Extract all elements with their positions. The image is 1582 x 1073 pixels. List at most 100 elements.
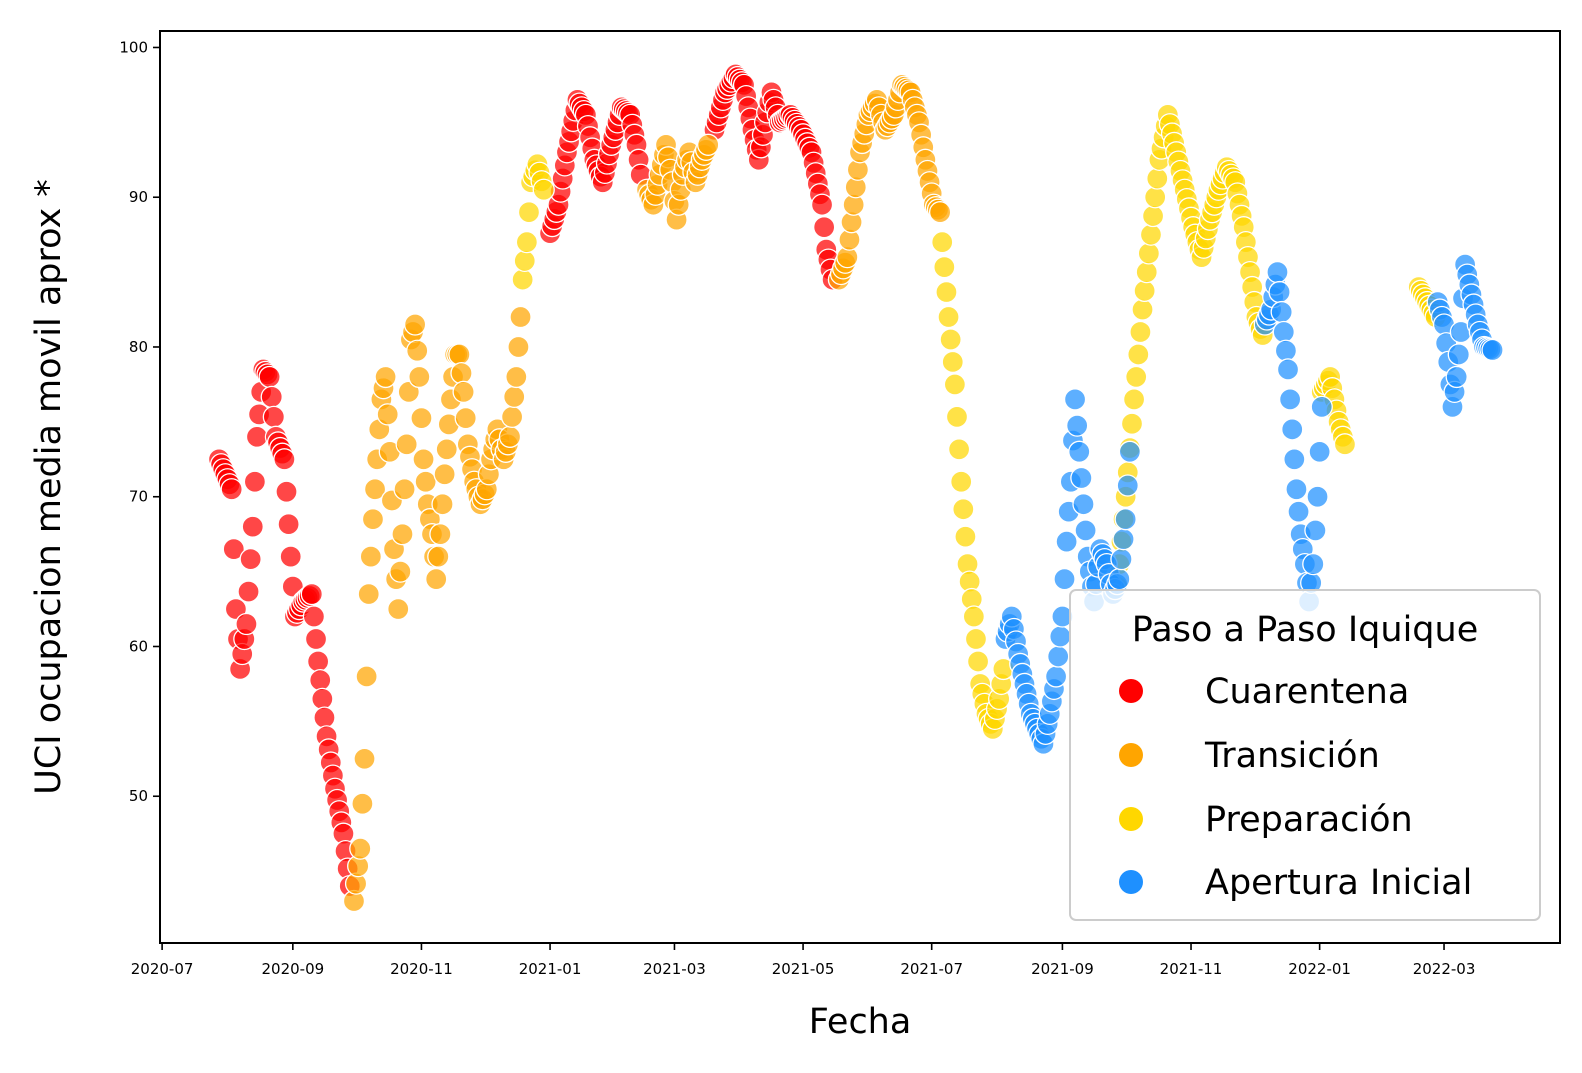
data-point-transici-n <box>351 792 374 815</box>
data-point-transici-n <box>505 365 528 389</box>
data-point-apertura-inicial <box>1272 320 1295 344</box>
data-point-preparaci-n <box>947 438 971 461</box>
data-point-apertura-inicial <box>1287 500 1310 523</box>
data-point-cuarentena <box>245 425 269 448</box>
x-tick-label: 2022-01 <box>1288 960 1351 978</box>
data-point-apertura-inicial <box>1270 300 1293 324</box>
data-point-transici-n <box>450 362 473 385</box>
data-point-cuarentena <box>813 216 836 239</box>
data-point-preparaci-n <box>935 280 958 304</box>
data-point-transici-n <box>387 597 410 621</box>
data-point-apertura-inicial <box>1447 343 1470 366</box>
data-point-apertura-inicial <box>1310 395 1333 419</box>
legend-title: Paso a Paso Iquique <box>1132 610 1478 650</box>
data-point-cuarentena <box>309 669 332 692</box>
data-point-apertura-inicial <box>1308 440 1331 463</box>
data-point-transici-n <box>452 380 475 404</box>
y-tick-label: 90 <box>129 188 148 206</box>
data-point-transici-n <box>395 433 418 456</box>
data-point-preparaci-n <box>933 255 956 279</box>
data-point-transici-n <box>448 343 471 366</box>
data-point-transici-n <box>412 448 435 471</box>
data-point-apertura-inicial <box>1278 388 1302 411</box>
data-point-preparaci-n <box>1141 204 1165 228</box>
data-point-cuarentena <box>810 193 834 216</box>
data-point-preparaci-n <box>1122 388 1146 411</box>
data-point-transici-n <box>389 560 412 583</box>
x-tick-label: 2020-11 <box>390 960 453 978</box>
data-point-apertura-inicial <box>1072 493 1095 516</box>
data-point-transici-n <box>349 837 372 860</box>
data-point-apertura-inicial <box>1108 567 1131 591</box>
data-point-transici-n <box>357 582 380 606</box>
data-point-transici-n <box>393 478 416 501</box>
data-point-cuarentena <box>306 650 330 673</box>
data-point-cuarentena <box>262 405 286 429</box>
data-point-cuarentena <box>302 605 326 628</box>
data-point-apertura-inicial <box>1055 530 1078 553</box>
x-tick-label: 2021-07 <box>900 960 963 978</box>
data-point-cuarentena <box>220 478 243 501</box>
data-point-preparaci-n <box>511 268 534 291</box>
data-point-preparaci-n <box>1120 412 1144 435</box>
data-point-transici-n <box>433 463 456 486</box>
data-point-transici-n <box>454 406 477 430</box>
data-point-apertura-inicial <box>1116 474 1139 497</box>
data-point-preparaci-n <box>1137 242 1161 265</box>
data-point-preparaci-n <box>943 373 967 396</box>
data-point-cuarentena <box>311 687 334 711</box>
x-tick-label: 2021-11 <box>1160 960 1223 978</box>
data-point-cuarentena <box>237 580 260 603</box>
data-point-preparaci-n <box>941 350 964 374</box>
data-point-transici-n <box>435 438 458 461</box>
legend-marker-transicion <box>1119 743 1143 767</box>
data-point-transici-n <box>374 365 397 389</box>
data-point-cuarentena <box>222 537 245 561</box>
data-point-preparaci-n <box>517 201 541 224</box>
data-point-transici-n <box>427 545 450 568</box>
legend: Paso a Paso Iquique Cuarentena Transició… <box>1069 589 1541 921</box>
data-point-transici-n <box>355 665 378 688</box>
legend-marker-preparacion <box>1119 807 1143 831</box>
data-point-preparaci-n <box>1333 433 1357 456</box>
data-point-apertura-inicial <box>1070 466 1093 490</box>
data-point-apertura-inicial <box>1063 388 1087 411</box>
data-point-cuarentena <box>313 706 336 729</box>
x-tick-label: 2021-01 <box>519 960 582 978</box>
legend-label-apertura-inicial: Apertura Inicial <box>1205 863 1472 903</box>
data-point-transici-n <box>410 406 433 430</box>
data-point-transici-n <box>376 403 399 426</box>
data-point-transici-n <box>498 425 522 448</box>
data-point-preparaci-n <box>964 627 988 651</box>
data-point-transici-n <box>697 133 720 156</box>
data-point-preparaci-n <box>931 231 954 254</box>
data-point-cuarentena <box>300 582 323 606</box>
data-point-apertura-inicial <box>1110 547 1133 571</box>
scatter-points <box>207 63 1504 913</box>
data-point-cuarentena <box>275 480 298 503</box>
data-point-cuarentena <box>260 385 283 409</box>
data-point-preparaci-n <box>515 231 539 254</box>
data-point-transici-n <box>391 523 414 546</box>
y-tick-label: 70 <box>129 488 148 506</box>
data-point-preparaci-n <box>1131 298 1154 321</box>
data-point-cuarentena <box>304 627 328 651</box>
data-point-transici-n <box>431 493 454 516</box>
data-point-apertura-inicial <box>1066 414 1089 437</box>
data-point-transici-n <box>408 365 431 389</box>
data-point-apertura-inicial <box>1306 485 1329 508</box>
y-axis-title: UCI ocupacion media movil aprox * <box>29 179 69 795</box>
legend-label-transicion: Transición <box>1204 736 1380 776</box>
legend-marker-cuarentena <box>1119 679 1143 703</box>
y-tick-label: 100 <box>119 38 148 56</box>
data-point-preparaci-n <box>939 328 962 351</box>
data-point-preparaci-n <box>952 498 975 521</box>
data-point-transici-n <box>414 470 437 493</box>
data-point-transici-n <box>359 545 382 568</box>
data-point-transici-n <box>509 305 532 329</box>
y-tick-label: 60 <box>129 637 148 655</box>
data-point-transici-n <box>363 478 387 501</box>
data-point-cuarentena <box>273 448 296 471</box>
data-point-preparaci-n <box>1146 167 1169 190</box>
